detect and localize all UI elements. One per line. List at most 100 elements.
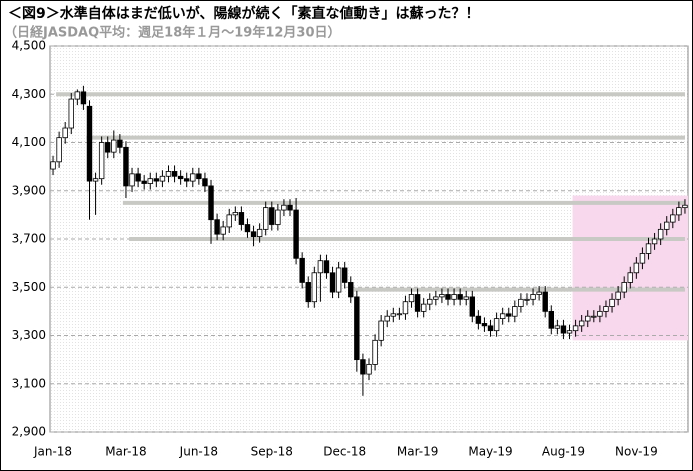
candle-body [451,294,457,300]
candle-body [481,323,488,327]
candle-body [214,219,220,235]
x-tick-label: Sep-18 [251,445,293,459]
candle-body [445,294,451,300]
candle-body [123,146,129,187]
candle-body [621,282,627,293]
candle-body [475,315,482,324]
candle-body [657,228,664,240]
x-tick-label: Mar-18 [105,445,146,459]
candle-body [664,221,670,230]
y-tick-label: 3,700 [12,232,46,246]
candle-body [366,364,372,375]
candle-body [323,260,330,274]
x-tick-label: Jun-18 [179,445,218,459]
candle-body [427,298,433,305]
candle-body [250,231,257,237]
y-tick-label: 4,100 [12,135,46,149]
candle-body [639,253,646,264]
candle-body [548,310,554,329]
y-tick-label: 4,300 [12,87,46,101]
candle-body [311,272,318,303]
candle-body [341,267,348,283]
candle-body [493,318,500,332]
candle-body [317,260,324,274]
candle-body [244,224,251,233]
candle-body [50,161,56,170]
candle-body [275,209,281,225]
candle-body [414,294,421,312]
candle-body [560,325,567,334]
candle-body [105,142,111,153]
candle-body [153,178,160,182]
x-tick-label: Mar-19 [397,445,438,459]
candle-body [378,320,384,341]
candle-body [645,243,652,254]
candle-body [542,291,548,312]
candle-body [202,178,208,187]
candle-body [572,325,579,332]
candle-body [208,185,214,221]
candle-body [487,325,494,332]
candle-body [147,178,153,184]
candle-body [117,139,123,148]
y-tick-label: 3,500 [12,280,46,294]
candle-body [62,127,68,139]
candle-body [165,171,172,177]
x-tick-label: Nov-19 [615,445,658,459]
candle-body [335,267,342,293]
candle-body [469,296,476,317]
candle-body [196,173,202,180]
candle-body [135,173,141,182]
candle-body [177,175,184,180]
candle-body [524,298,530,301]
candle-body [220,226,226,235]
candle-body [171,171,178,177]
candle-body [499,313,506,320]
chart-title: ＜図9＞水準自体はまだ低いが、陽線が続く「素直な値動き」は蘇った？！ [8,5,479,22]
candle-body [287,204,293,211]
x-tick-label: Jan-18 [33,445,72,459]
candle-body [420,303,427,312]
candle-body [390,313,397,317]
candle-body [433,296,439,300]
x-tick-label: Aug-19 [542,445,585,459]
candle-body [329,272,336,293]
candle-body [293,209,299,259]
y-tick-label: 2,900 [12,425,46,439]
candle-body [281,204,287,211]
candle-body [269,207,275,225]
candle-body [402,301,409,315]
candle-body [111,139,117,153]
candle-body [68,98,74,129]
candle-body [518,298,524,307]
candle-body [554,325,561,329]
candle-body [238,212,245,225]
candle-body [232,212,239,216]
candle-body [190,173,196,182]
candle-body [457,294,463,300]
candle-body [354,296,360,361]
candle-body [305,282,311,303]
candle-body [226,214,232,228]
candle-body [597,310,603,317]
candle-body [578,320,585,327]
candle-body [141,180,147,184]
candle-body [129,173,135,187]
y-tick-label: 3,100 [12,376,46,390]
candle-body [98,142,105,180]
candle-body [633,262,640,274]
candle-body [463,296,469,300]
candle-body [530,294,536,300]
candle-body [609,298,615,307]
candle-body [80,91,87,105]
candle-body [591,315,597,318]
y-tick-label: 4,500 [12,39,46,53]
candle-body [348,282,354,298]
candle-body [682,204,688,209]
candle-body [512,306,518,317]
candle-body [92,178,99,182]
candle-body [56,137,62,163]
candle-body [360,359,366,375]
candle-body [603,306,609,312]
